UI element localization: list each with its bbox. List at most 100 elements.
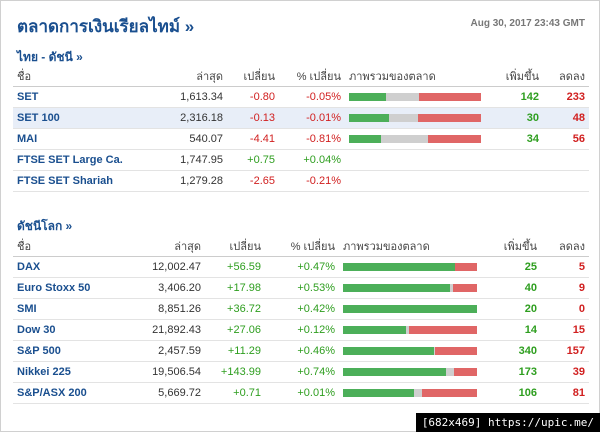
index-name[interactable]: FTSE SET Large Ca. [13,149,161,171]
market-overview-bar [339,277,481,299]
market-overview-bar [339,298,481,320]
table-row[interactable]: S&P 500 2,457.59 +11.29 +0.46% 340 157 [13,340,589,362]
last-value: 1,279.28 [161,170,227,192]
market-overview-bar [345,170,485,192]
change-value: +17.98 [205,277,265,299]
market-overview-bar [339,361,481,383]
advance-decline-bar [343,262,477,271]
table-row[interactable]: Dow 30 21,892.43 +27.06 +0.12% 14 15 [13,319,589,341]
advancing-segment [343,346,434,355]
change-value: +0.71 [205,382,265,404]
last-value: 2,457.59 [143,340,205,362]
last-value: 540.07 [161,128,227,150]
market-overview-bar [339,340,481,362]
advancing-count: 340 [481,340,541,362]
pct-change-value: +0.74% [265,361,339,383]
index-name[interactable]: Dow 30 [13,319,143,341]
change-value: -0.13 [227,107,279,129]
unchanged-segment [414,388,423,397]
col-declining: ลดลง [543,66,589,87]
table-row[interactable]: SET 100 2,316.18 -0.13 -0.01% 30 48 [13,107,589,129]
declining-segment [452,283,477,292]
advancing-segment [349,113,389,122]
thai-indices-section-title[interactable]: ไทย - ดัชนี » [17,50,83,64]
market-overview-bar [345,128,485,150]
advancing-count: 106 [481,382,541,404]
col-last: ล่าสุด [143,236,205,257]
advancing-count: 173 [481,361,541,383]
advancing-count: 30 [485,107,543,129]
table-row[interactable]: S&P/ASX 200 5,669.72 +0.71 +0.01% 106 81 [13,382,589,404]
unchanged-segment [433,346,436,355]
advancing-count: 40 [481,277,541,299]
col-declining: ลดลง [541,236,589,257]
pct-change-value: -0.81% [279,128,345,150]
last-value: 19,506.54 [143,361,205,383]
index-name[interactable]: MAI [13,128,161,150]
advancing-segment [349,92,387,101]
pct-change-value: +0.12% [265,319,339,341]
declining-segment [453,367,477,376]
table-row[interactable]: FTSE SET Shariah 1,279.28 -2.65 -0.21% [13,170,589,192]
declining-count [543,149,589,171]
declining-count: 56 [543,128,589,150]
market-overview-bar [339,256,481,278]
advance-decline-bar [343,346,477,355]
index-name[interactable]: DAX [13,256,143,278]
advancing-segment [343,367,446,376]
col-advancing: เพิ่มขึ้น [481,236,541,257]
advance-decline-bar [343,367,477,376]
declining-count: 9 [541,277,589,299]
pct-change-value: -0.05% [279,86,345,108]
update-timestamp: Aug 30, 2017 23:43 GMT [470,18,586,29]
pct-change-value: +0.47% [265,256,339,278]
table-row[interactable]: SET 1,613.34 -0.80 -0.05% 142 233 [13,86,589,108]
watermark: [682x469] https://upic.me/ [415,413,600,432]
declining-count [543,170,589,192]
page-title[interactable]: ตลาดการเงินเรียลไทม์ » [17,17,195,36]
pct-change-value: -0.01% [279,107,345,129]
advancing-count [485,149,543,171]
world-indices-table: ชื่อ ล่าสุด เปลี่ยน % เปลี่ยน ภาพรวมของต… [13,236,589,404]
declining-segment [422,388,477,397]
advance-decline-bar [343,304,477,313]
index-name[interactable]: Euro Stoxx 50 [13,277,143,299]
last-value: 2,316.18 [161,107,227,129]
table-row[interactable]: DAX 12,002.47 +56.59 +0.47% 25 5 [13,256,589,278]
pct-change-value: +0.46% [265,340,339,362]
index-name[interactable]: SMI [13,298,143,320]
table-row[interactable]: MAI 540.07 -4.41 -0.81% 34 56 [13,128,589,150]
table-row[interactable]: Nikkei 225 19,506.54 +143.99 +0.74% 173 39 [13,361,589,383]
unchanged-segment [445,367,454,376]
pct-change-value: +0.01% [265,382,339,404]
index-name[interactable]: S&P 500 [13,340,143,362]
index-name[interactable]: S&P/ASX 200 [13,382,143,404]
advancing-segment [343,283,451,292]
advancing-segment [343,325,407,334]
index-name[interactable]: FTSE SET Shariah [13,170,161,192]
index-name[interactable]: Nikkei 225 [13,361,143,383]
table-row[interactable]: FTSE SET Large Ca. 1,747.95 +0.75 +0.04% [13,149,589,171]
declining-count: 39 [541,361,589,383]
index-name[interactable]: SET 100 [13,107,161,129]
col-market-overview: ภาพรวมของตลาด [339,236,481,257]
declining-segment [427,134,481,143]
change-value: -0.80 [227,86,279,108]
table-row[interactable]: Euro Stoxx 50 3,406.20 +17.98 +0.53% 40 9 [13,277,589,299]
advancing-count: 142 [485,86,543,108]
advance-decline-bar [349,134,481,143]
unchanged-segment [388,113,418,122]
declining-count: 81 [541,382,589,404]
advancing-segment [343,388,415,397]
declining-count: 5 [541,256,589,278]
thai-indices-table: ชื่อ ล่าสุด เปลี่ยน % เปลี่ยน ภาพรวมของต… [13,66,589,192]
declining-count: 157 [541,340,589,362]
last-value: 8,851.26 [143,298,205,320]
index-name[interactable]: SET [13,86,161,108]
table-row[interactable]: SMI 8,851.26 +36.72 +0.42% 20 0 [13,298,589,320]
last-value: 1,747.95 [161,149,227,171]
world-indices-section-title[interactable]: ดัชนีโลก » [17,219,73,233]
declining-segment [409,325,477,334]
pct-change-value: +0.53% [265,277,339,299]
